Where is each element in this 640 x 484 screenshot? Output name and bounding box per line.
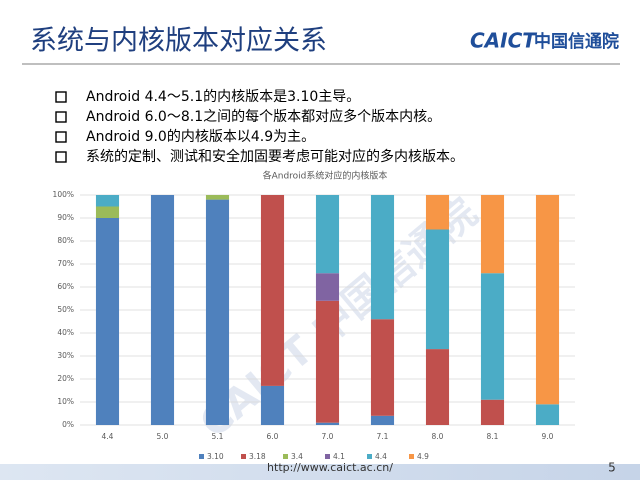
legend-label: 4.9 xyxy=(417,452,429,461)
legend-swatch xyxy=(283,454,288,459)
legend-swatch xyxy=(409,454,414,459)
bar-segment xyxy=(535,404,560,425)
bar-segment xyxy=(315,195,340,274)
y-tick-label: 20% xyxy=(57,374,74,383)
bar-segment xyxy=(95,218,120,425)
legend-swatch xyxy=(199,454,204,459)
legend-swatch xyxy=(367,454,372,459)
legend-label: 4.1 xyxy=(333,452,345,461)
legend-label: 4.4 xyxy=(375,452,387,461)
y-tick-label: 30% xyxy=(57,351,74,360)
bar-segment xyxy=(205,199,230,425)
bar-segment xyxy=(425,229,450,350)
page-number: 5 xyxy=(608,461,616,475)
chart-title: 各Android系统对应的内核版本 xyxy=(263,170,388,182)
logo-abbr: CAICT xyxy=(470,29,537,53)
bar-segment xyxy=(480,195,505,274)
x-tick-label: 5.0 xyxy=(157,432,169,441)
bar-segment xyxy=(480,399,505,425)
bar-segment xyxy=(150,195,175,425)
footer-url: http://www.caict.ac.cn/ xyxy=(267,461,393,474)
legend-label: 3.4 xyxy=(291,452,303,461)
bar-segment xyxy=(425,349,450,425)
bullet-box xyxy=(55,131,67,143)
y-tick-label: 40% xyxy=(57,328,74,337)
x-tick-label: 8.1 xyxy=(487,432,499,441)
chart: 0% 10% 20% 30% 40% 50% 60% 70% 80% 90% 100% 4.4 5.0 5… xyxy=(53,190,575,461)
bar-segment xyxy=(535,195,560,405)
y-tick-label: 100% xyxy=(53,190,74,199)
bar-segment xyxy=(370,195,395,320)
y-tick-label: 90% xyxy=(57,213,74,222)
legend-swatch xyxy=(241,454,246,459)
y-tick-label: 80% xyxy=(57,236,74,245)
legend-label: 3.18 xyxy=(249,452,266,461)
footer-band xyxy=(0,464,640,480)
bar-segment xyxy=(480,273,505,400)
y-tick-label: 10% xyxy=(57,397,74,406)
bar-segment xyxy=(370,415,395,425)
bar-segment xyxy=(95,195,120,207)
bar-segment xyxy=(260,195,285,386)
bullet-text: Android 6.0～8.1之间的每个版本都对应多个版本内核。 xyxy=(86,108,441,125)
bullet-box xyxy=(55,151,67,163)
y-tick-label: 70% xyxy=(57,259,74,268)
bullet-text: 系统的定制、测试和安全加固要考虑可能对应的多内核版本。 xyxy=(86,148,464,165)
bullet-list: Android 4.4～5.1的内核版本是3.10主导。 Android 6.0～… xyxy=(55,89,464,165)
x-tick-label: 7.0 xyxy=(322,432,334,441)
bullet-box xyxy=(55,111,67,123)
y-tick-label: 0% xyxy=(62,420,74,429)
y-tick-label: 60% xyxy=(57,282,74,291)
y-tick-label: 50% xyxy=(57,305,74,314)
x-tick-label: 5.1 xyxy=(212,432,224,441)
bar-segment xyxy=(260,385,285,425)
logo-name: 中国信通院 xyxy=(534,31,619,52)
bar-segment xyxy=(370,319,395,416)
legend-swatch xyxy=(325,454,330,459)
x-tick-label: 4.4 xyxy=(102,432,114,441)
x-tick-label: 9.0 xyxy=(542,432,554,441)
bar-segment xyxy=(425,195,450,230)
bullet-text: Android 9.0的内核版本以4.9为主。 xyxy=(86,129,315,145)
x-tick-label: 8.0 xyxy=(432,432,444,441)
bullet-text: Android 4.4～5.1的内核版本是3.10主导。 xyxy=(86,89,360,105)
x-tick-label: 7.1 xyxy=(377,432,389,441)
bar-segment xyxy=(315,273,340,301)
slide-title: 系统与内核版本对应关系 xyxy=(30,26,327,57)
bullet-box xyxy=(55,91,67,103)
bar-segment xyxy=(95,206,120,218)
bar-segment xyxy=(205,195,230,200)
x-tick-label: 6.0 xyxy=(267,432,279,441)
bar-segment xyxy=(315,422,340,425)
bar-segment xyxy=(315,300,340,423)
legend-label: 3.10 xyxy=(207,452,224,461)
